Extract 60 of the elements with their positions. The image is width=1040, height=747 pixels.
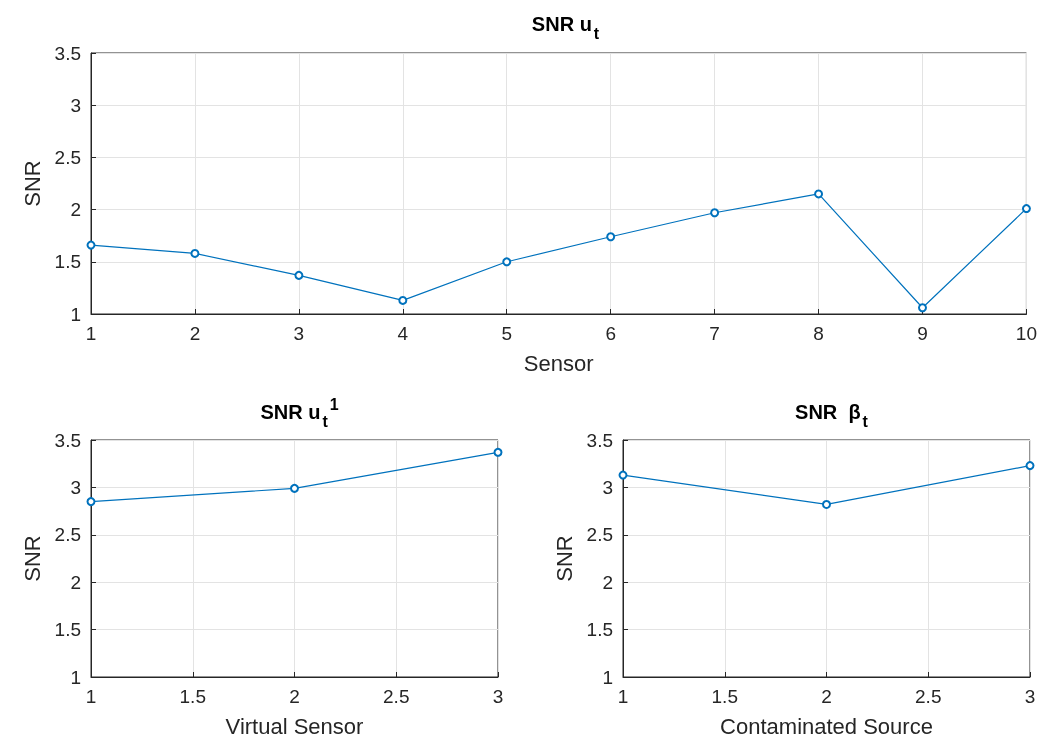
x-tick-label: 3 [492, 686, 504, 707]
x-tick-label: 9 [917, 323, 928, 344]
y-axis-title: SNR [551, 535, 577, 582]
x-tick-label: 2 [821, 686, 832, 707]
y-tick-label: 2.5 [54, 146, 81, 168]
y-tick-label: 2 [70, 571, 81, 593]
point [822, 499, 831, 509]
x-tick-label: 1 [85, 686, 97, 707]
y-tick-label: 1.5 [54, 619, 81, 641]
y-tick-label: 3 [70, 94, 81, 116]
y-tick-label: 2.5 [586, 524, 613, 546]
point [290, 483, 299, 493]
x-tick-label: 7 [709, 323, 720, 344]
point [618, 470, 628, 480]
point [502, 257, 512, 267]
x-tick-label: 6 [605, 323, 616, 344]
y-tick-label: 1 [70, 303, 81, 325]
y-tick-label: 2.5 [54, 524, 81, 546]
x-tick-label: 2.5 [915, 686, 942, 707]
y-tick-label: 1 [602, 666, 613, 688]
x-tick-label: 1.5 [179, 686, 206, 707]
x-axis-title: Virtual Sensor [225, 713, 364, 739]
y-tick-label: 1 [70, 666, 81, 688]
x-tick-label: 1 [85, 323, 97, 344]
point [814, 189, 824, 199]
point [493, 447, 503, 457]
x-tick-label: 2.5 [383, 686, 410, 707]
y-axis-title: SNR [19, 160, 45, 207]
y-tick-label: 1.5 [54, 251, 81, 273]
y-tick-label: 1.5 [586, 619, 613, 641]
y-tick-label: 3.5 [54, 429, 81, 451]
y-tick-label: 2 [602, 571, 613, 593]
point [918, 303, 927, 313]
x-tick-label: 1.5 [711, 686, 738, 707]
y-tick-label: 3 [602, 476, 613, 498]
y-tick-label: 3 [70, 476, 81, 498]
x-tick-label: 4 [397, 323, 409, 344]
point [190, 248, 200, 258]
y-axis-title: SNR [19, 535, 45, 582]
point [606, 232, 616, 242]
x-tick-label: 1 [617, 686, 629, 707]
y-tick-label: 2 [70, 199, 81, 221]
point [1025, 461, 1035, 471]
x-axis-title: Contaminated Source [720, 713, 933, 739]
point [398, 295, 408, 305]
point [294, 270, 304, 280]
point [86, 240, 96, 250]
x-tick-label: 5 [501, 323, 513, 344]
x-tick-label: 2 [189, 323, 201, 344]
point [86, 497, 96, 507]
x-tick-label: 8 [813, 323, 824, 344]
x-tick-label: 2 [289, 686, 300, 707]
x-tick-label: 10 [1015, 323, 1037, 344]
x-tick-label: 3 [1024, 686, 1036, 707]
point [1021, 204, 1031, 214]
y-tick-label: 3.5 [586, 429, 613, 451]
x-axis-title: Sensor [523, 350, 594, 376]
y-tick-label: 3.5 [54, 42, 81, 64]
x-tick-label: 3 [293, 323, 305, 344]
point [710, 208, 720, 218]
